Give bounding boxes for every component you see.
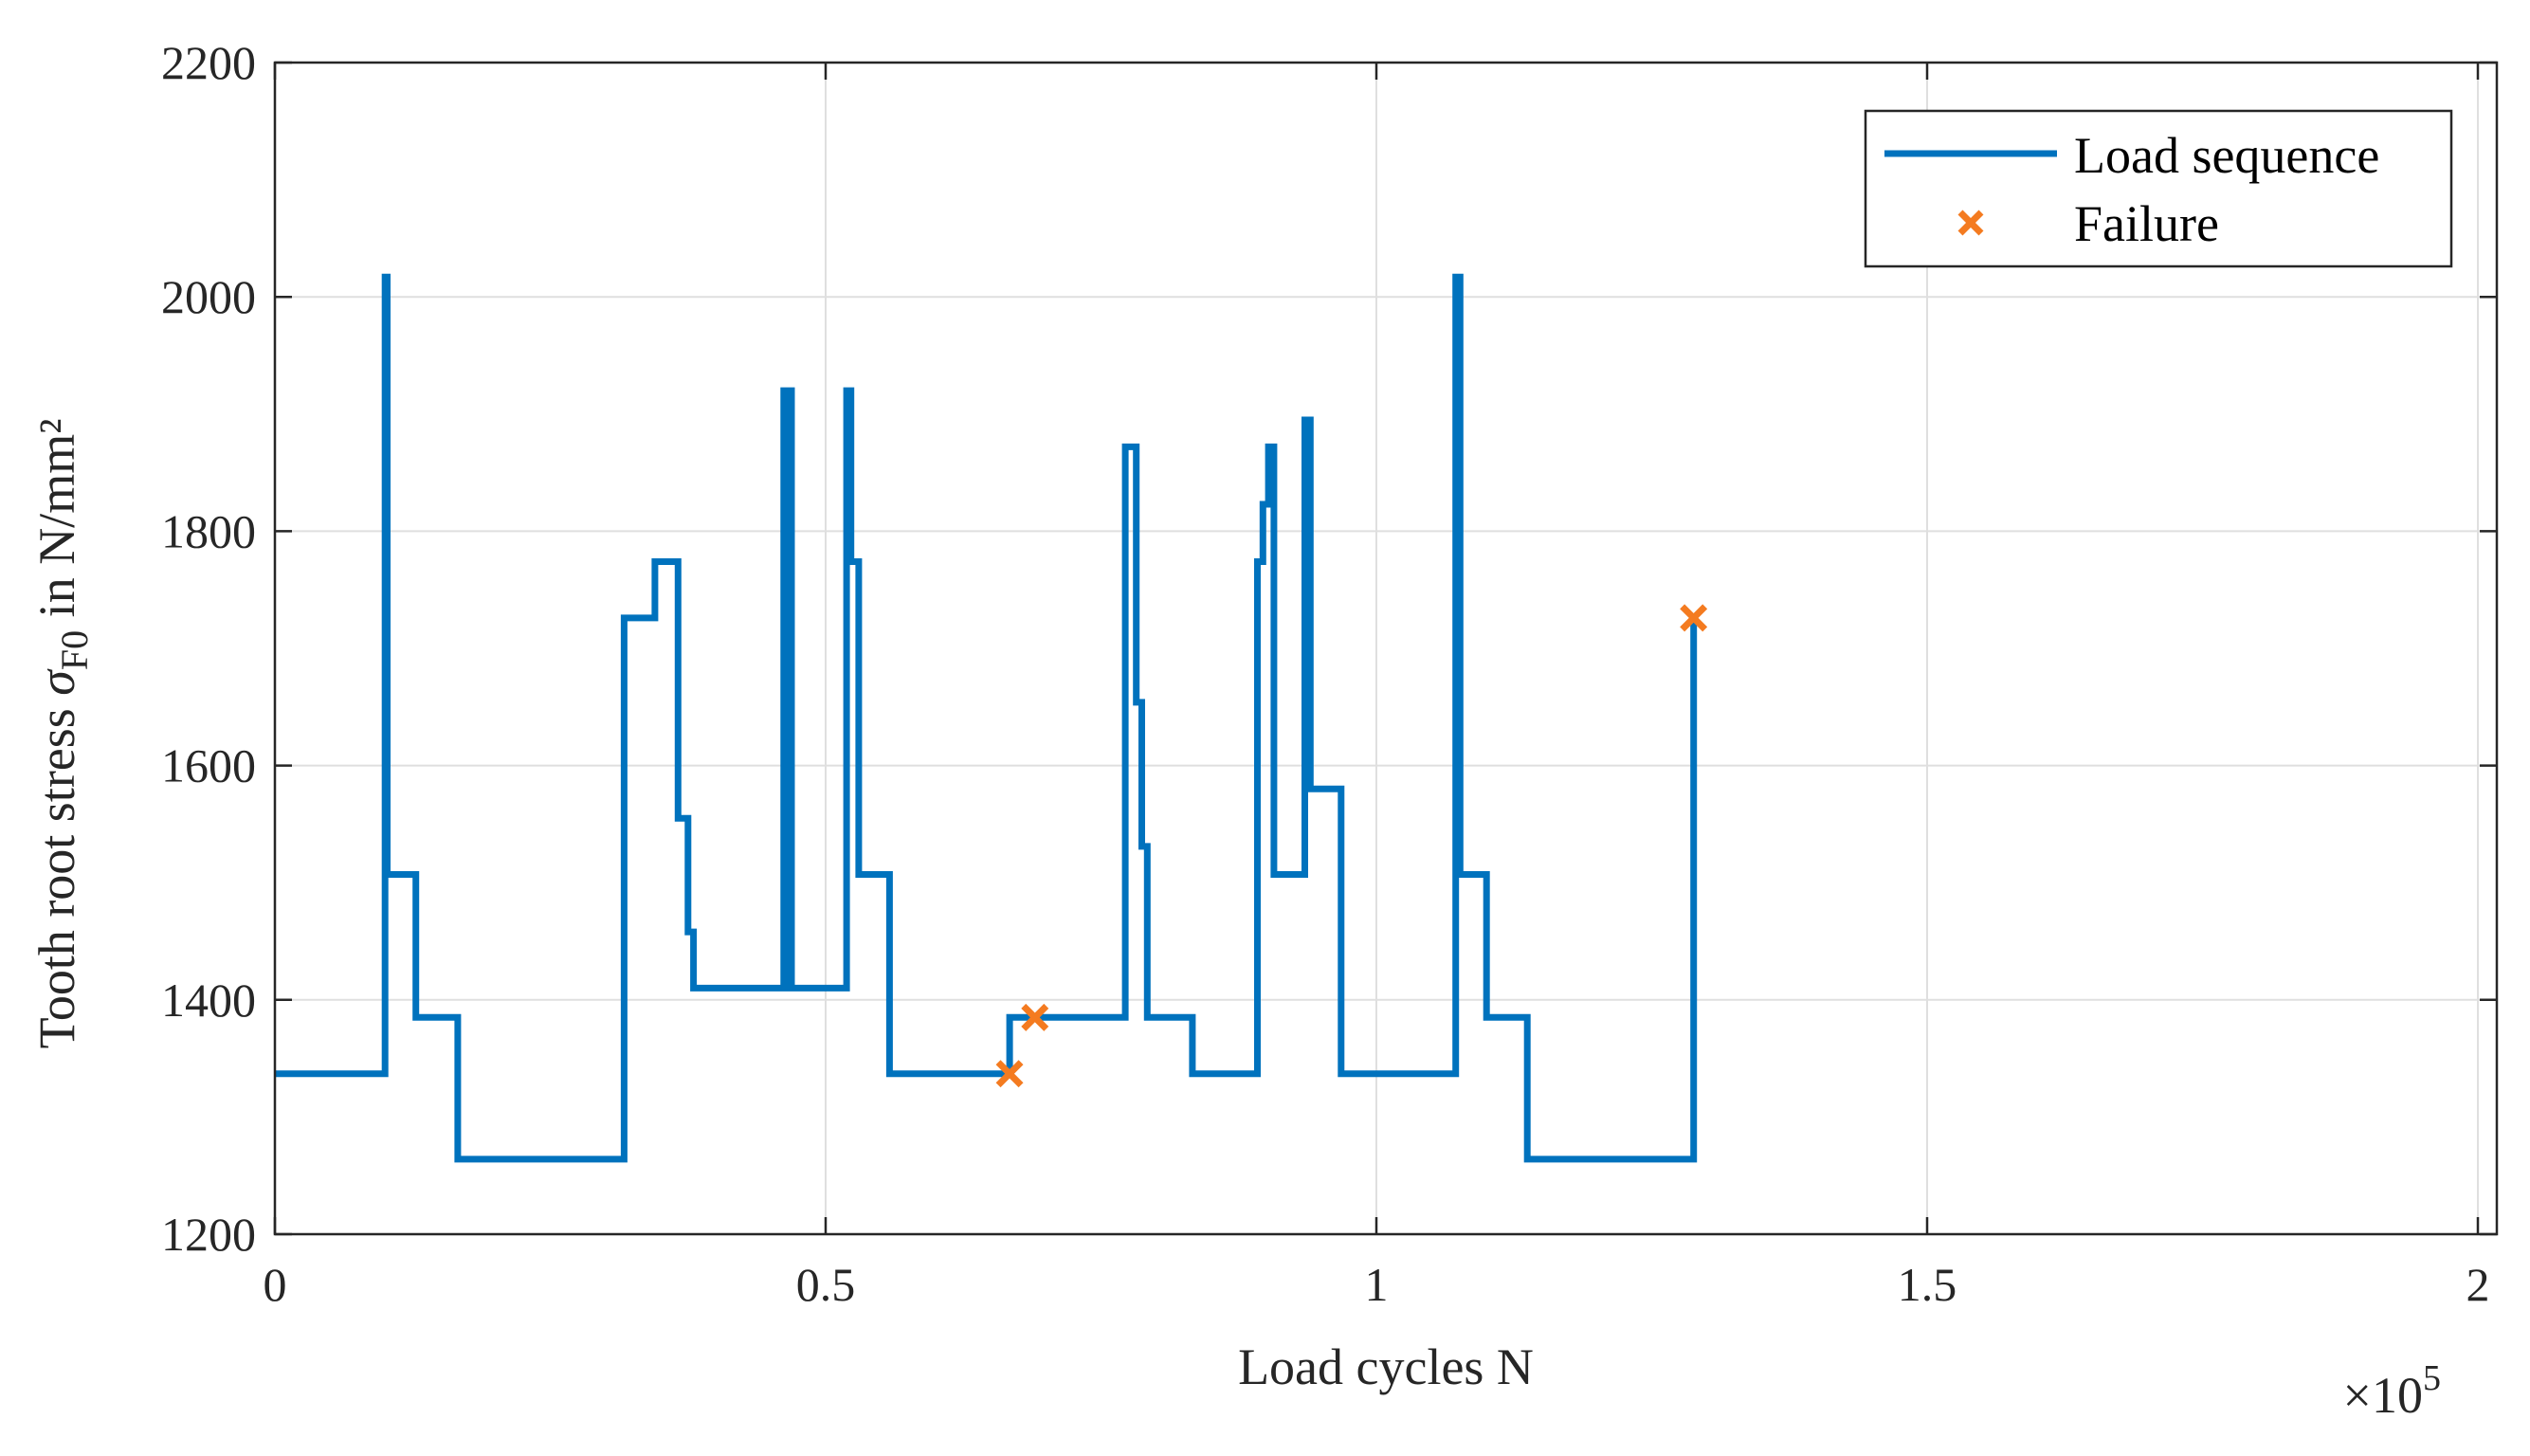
y-tick-label: 1800 (161, 504, 256, 557)
failure-marker (1021, 1003, 1049, 1031)
y-tick-label: 2200 (161, 36, 256, 89)
failure-marker-stroke (995, 1060, 1024, 1088)
legend: Load sequence Failure (1864, 109, 2453, 268)
x-tick-label: 0 (264, 1258, 287, 1311)
failure-marker-stroke (1021, 1003, 1049, 1031)
x-exponent-prefix: ×10 (2343, 1367, 2423, 1424)
x-axis-label: Load cycles N (1238, 1338, 1534, 1395)
x-tick-label: 1 (1365, 1258, 1389, 1311)
y-tick-label: 1400 (161, 974, 256, 1027)
y-axis-label: Tooth root stress σF0 in N/mm² (28, 419, 96, 1049)
y-label-subscript: F0 (53, 630, 96, 670)
y-label-part-2: in N/mm² (28, 419, 85, 630)
failure-marker (995, 1060, 1024, 1088)
tick-labels: 0 0.5 1 1.5 2 1200 1400 1600 1800 2000 2200 (161, 36, 2490, 1311)
y-tick-label: 1200 (161, 1208, 256, 1261)
failure-marker-stroke (1680, 604, 1708, 632)
legend-label-failure: Failure (2074, 195, 2219, 252)
failure-marker (1680, 604, 1708, 632)
failure-series (995, 604, 1708, 1088)
legend-box (1864, 109, 2453, 268)
x-tick-label: 2 (2466, 1258, 2490, 1311)
x-axis-exponent-label: ×105 (2343, 1358, 2441, 1424)
legend-marker-swatch (1957, 209, 1984, 236)
plot-frame (273, 61, 2499, 1236)
legend-label-load-sequence: Load sequence (2074, 127, 2379, 184)
x-exponent-value: 5 (2423, 1358, 2441, 1398)
y-tick-label: 2000 (161, 270, 256, 323)
x-tick-label: 0.5 (796, 1258, 856, 1311)
x-tick-label: 1.5 (1898, 1258, 1957, 1311)
axes (273, 61, 2499, 1236)
y-label-sigma: σ (28, 668, 85, 696)
y-tick-label: 1600 (161, 739, 256, 792)
y-label-part-1: Tooth root stress (28, 696, 85, 1049)
